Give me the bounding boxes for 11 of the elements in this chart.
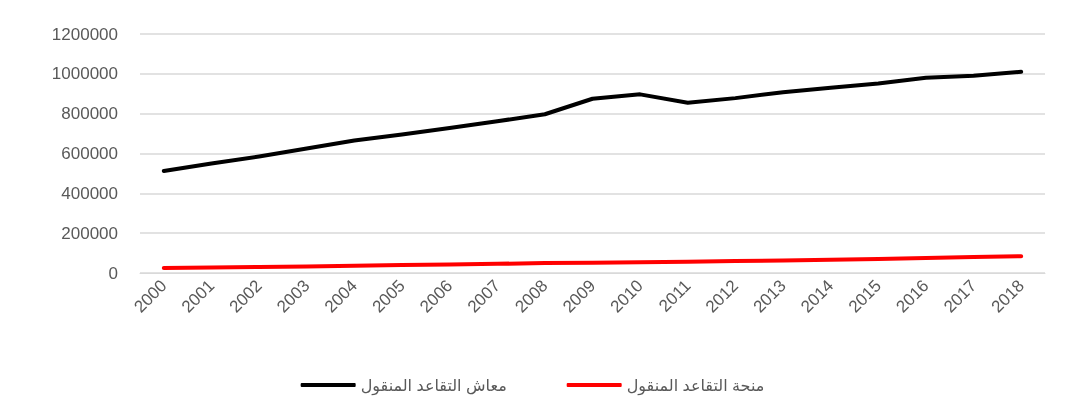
legend-label: منحة التقاعد المنقول [626, 376, 765, 396]
line-series [161, 254, 1024, 271]
line-series [161, 69, 1024, 174]
y-tick-label: 1200000 [51, 24, 118, 44]
y-tick-label: 600000 [61, 144, 118, 163]
legend-label: معاش التقاعد المنقول [360, 376, 507, 396]
y-tick-label: 1000000 [51, 64, 118, 84]
y-tick-label: 0 [108, 263, 118, 283]
y-tick-label: 400000 [61, 183, 118, 203]
y-tick-label: 800000 [61, 104, 118, 124]
y-tick-label: 200000 [61, 223, 118, 243]
